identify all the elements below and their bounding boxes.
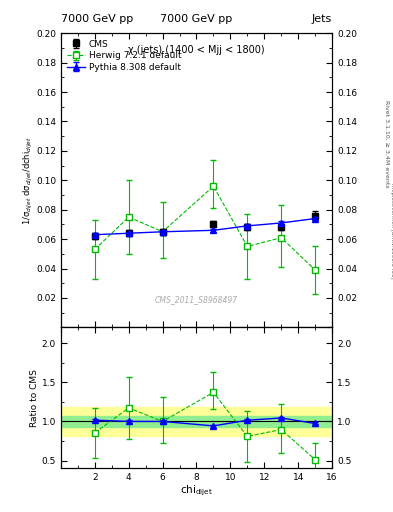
Text: χ (jets) (1400 < Mjj < 1800): χ (jets) (1400 < Mjj < 1800) [128,45,265,55]
Text: mcplots.cern.ch [arXiv:1306.3436]: mcplots.cern.ch [arXiv:1306.3436] [390,183,393,278]
X-axis label: chi$_\mathregular{dijet}$: chi$_\mathregular{dijet}$ [180,484,213,498]
Bar [61,416,332,427]
Text: 7000 GeV pp: 7000 GeV pp [160,14,233,25]
Text: Jets: Jets [312,14,332,25]
Text: Rivet 3.1.10, ≥ 3.4M events: Rivet 3.1.10, ≥ 3.4M events [385,99,389,187]
Text: 7000 GeV pp: 7000 GeV pp [61,14,133,25]
Legend: CMS, Herwig 7.2.1 default, Pythia 8.308 default: CMS, Herwig 7.2.1 default, Pythia 8.308 … [65,38,183,74]
Text: CMS_2011_S8968497: CMS_2011_S8968497 [155,295,238,304]
Y-axis label: 1/σ$_{dijet}$ dσ$_{dijet}$/dchi$_{dijet}$: 1/σ$_{dijet}$ dσ$_{dijet}$/dchi$_{dijet}… [22,136,35,225]
Y-axis label: Ratio to CMS: Ratio to CMS [30,369,39,427]
Bar [61,408,332,436]
